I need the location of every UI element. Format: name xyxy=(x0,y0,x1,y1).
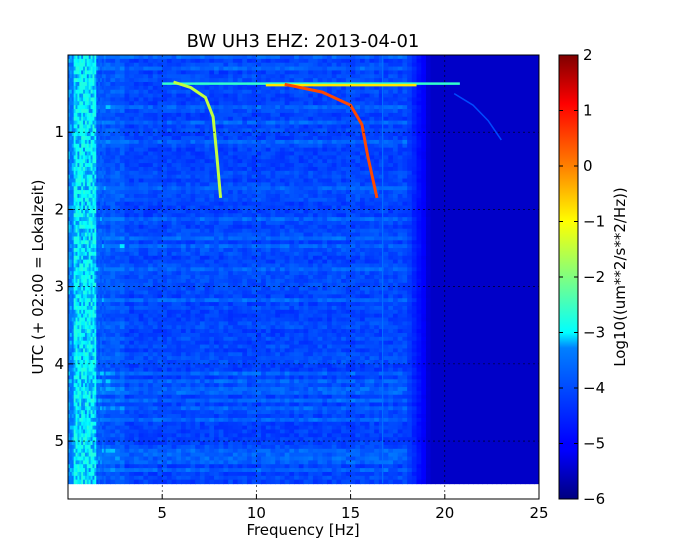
plot-frame xyxy=(67,54,540,500)
colorbar-tick-label: −4 xyxy=(583,379,605,397)
y-tick-label: 2 xyxy=(54,200,64,218)
colorbar-tick-label: 0 xyxy=(583,157,593,175)
x-axis-label: Frequency [Hz] xyxy=(246,521,359,539)
y-tick-label: 3 xyxy=(54,278,64,296)
colorbar-tick-label: −5 xyxy=(583,435,605,453)
colorbar-tick-label: 2 xyxy=(583,46,593,64)
y-gridlines xyxy=(68,131,539,442)
y-tick-label: 1 xyxy=(54,123,64,141)
colorbar-label: Log10((um**2/s**2/Hz)) xyxy=(611,187,629,367)
colorbar-tick-label: −6 xyxy=(583,490,605,508)
x-tick-label: 20 xyxy=(435,504,454,522)
colorbar-tick-label: −3 xyxy=(583,324,605,342)
x-tick-label: 5 xyxy=(157,504,167,522)
drifting-tone-2 xyxy=(284,82,379,199)
colorbar-tick-label: −2 xyxy=(583,268,605,286)
colorbar-tick-label: 1 xyxy=(583,102,593,120)
drifting-tone-3 xyxy=(453,92,502,141)
y-tick-label: 4 xyxy=(54,355,64,373)
colorbar: 2 1 0 −1 −2 −3 −4 −5 −6 Log10((um**2/s**2/Hz)) xyxy=(558,46,629,508)
x-tick-label: 10 xyxy=(247,504,266,522)
y-axis-label: UTC (+ 02:00 = Lokalzeit) xyxy=(29,179,47,374)
spectrogram-image xyxy=(68,55,539,485)
plot-area xyxy=(67,54,540,500)
x-gridlines xyxy=(161,55,446,499)
drifting-tone-1 xyxy=(173,80,223,199)
chart-title: BW UH3 EHZ: 2013-04-01 xyxy=(187,31,420,52)
x-tick-label: 25 xyxy=(529,504,548,522)
y-axis: 1 2 3 4 5 UTC (+ 02:00 = Lokalzeit) xyxy=(29,123,73,450)
y-tick-label: 5 xyxy=(54,432,64,450)
x-tick-label: 15 xyxy=(341,504,360,522)
colorbar-tick-label: −1 xyxy=(583,213,605,231)
x-axis: 5 10 15 20 25 Frequency [Hz] xyxy=(157,494,549,539)
